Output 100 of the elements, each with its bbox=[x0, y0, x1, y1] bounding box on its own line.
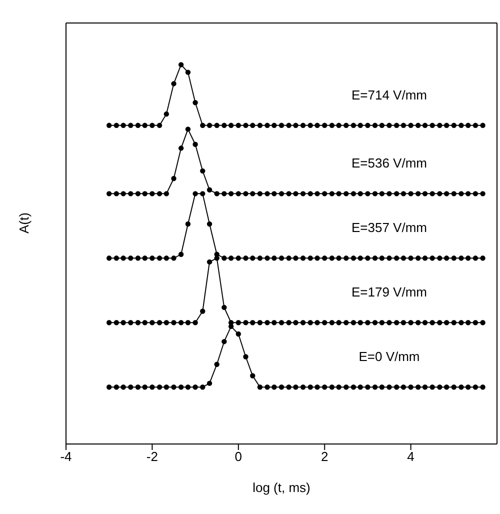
point bbox=[264, 122, 270, 128]
series-label: E=536 V/mm bbox=[351, 156, 428, 171]
point bbox=[200, 191, 206, 196]
point bbox=[466, 256, 471, 261]
point bbox=[458, 122, 464, 128]
point bbox=[365, 191, 370, 196]
y-axis-title: A(t) bbox=[16, 212, 32, 234]
point bbox=[379, 122, 385, 128]
point bbox=[451, 122, 456, 128]
point bbox=[142, 384, 148, 390]
point bbox=[365, 320, 370, 326]
point bbox=[200, 122, 206, 128]
point bbox=[192, 384, 198, 390]
point bbox=[308, 320, 313, 326]
point bbox=[314, 191, 320, 196]
point bbox=[178, 146, 184, 151]
point bbox=[142, 320, 148, 326]
point bbox=[178, 320, 184, 326]
point bbox=[400, 122, 406, 128]
point bbox=[350, 320, 356, 326]
point bbox=[422, 191, 428, 196]
point bbox=[206, 122, 212, 128]
series-label: E=714 V/mm bbox=[351, 87, 428, 102]
point bbox=[394, 122, 400, 128]
point bbox=[164, 384, 170, 390]
point bbox=[344, 320, 349, 326]
point bbox=[416, 122, 421, 128]
point bbox=[293, 191, 298, 196]
point bbox=[386, 320, 392, 326]
point bbox=[444, 122, 450, 128]
point bbox=[372, 122, 378, 128]
point bbox=[430, 384, 435, 390]
point bbox=[250, 320, 256, 326]
point bbox=[264, 384, 270, 390]
point bbox=[437, 122, 442, 128]
point bbox=[322, 191, 328, 196]
point bbox=[257, 191, 263, 196]
point bbox=[300, 384, 306, 390]
point bbox=[214, 122, 220, 128]
point bbox=[171, 81, 176, 86]
point bbox=[120, 384, 126, 390]
x-axis-title: log (t, ms) bbox=[252, 480, 310, 495]
point bbox=[466, 384, 471, 390]
point bbox=[164, 111, 170, 117]
point bbox=[222, 256, 227, 261]
x-tick-label: -4 bbox=[60, 449, 72, 464]
point bbox=[250, 122, 256, 128]
point bbox=[272, 256, 277, 261]
point bbox=[185, 221, 191, 227]
point bbox=[358, 191, 363, 196]
point bbox=[228, 256, 234, 261]
series-label: E=0 V/mm bbox=[358, 349, 420, 364]
point bbox=[350, 256, 356, 261]
point bbox=[222, 338, 227, 344]
x-tick-label: 0 bbox=[234, 449, 242, 464]
point bbox=[444, 191, 450, 196]
point bbox=[386, 384, 392, 390]
point bbox=[150, 320, 155, 326]
point bbox=[278, 122, 284, 128]
point bbox=[451, 320, 456, 326]
point bbox=[416, 384, 421, 390]
point bbox=[106, 191, 112, 196]
point bbox=[222, 191, 227, 196]
point bbox=[250, 256, 256, 261]
point bbox=[480, 256, 486, 261]
point bbox=[416, 191, 421, 196]
point bbox=[451, 191, 456, 196]
point bbox=[408, 320, 414, 326]
point bbox=[394, 320, 400, 326]
point bbox=[206, 259, 212, 265]
point bbox=[185, 126, 191, 132]
point bbox=[322, 384, 328, 390]
point bbox=[286, 256, 292, 261]
point bbox=[278, 320, 284, 326]
point bbox=[314, 256, 320, 261]
point bbox=[171, 256, 176, 261]
point bbox=[386, 256, 392, 261]
point bbox=[358, 122, 363, 128]
x-tick-label: 4 bbox=[407, 449, 414, 464]
point bbox=[272, 122, 277, 128]
point bbox=[300, 122, 306, 128]
point bbox=[142, 256, 148, 261]
point bbox=[365, 256, 370, 261]
point bbox=[458, 256, 464, 261]
point bbox=[156, 191, 162, 196]
point bbox=[472, 320, 478, 326]
point bbox=[444, 384, 450, 390]
point bbox=[451, 384, 456, 390]
x-tick-label: -2 bbox=[146, 449, 158, 464]
point bbox=[350, 384, 356, 390]
point bbox=[120, 191, 126, 196]
point bbox=[430, 122, 435, 128]
point bbox=[350, 122, 356, 128]
point bbox=[394, 191, 400, 196]
point bbox=[308, 256, 313, 261]
point bbox=[466, 320, 471, 326]
point bbox=[236, 331, 241, 337]
point bbox=[206, 380, 212, 386]
series-label: E=357 V/mm bbox=[351, 220, 428, 236]
point bbox=[365, 384, 370, 390]
